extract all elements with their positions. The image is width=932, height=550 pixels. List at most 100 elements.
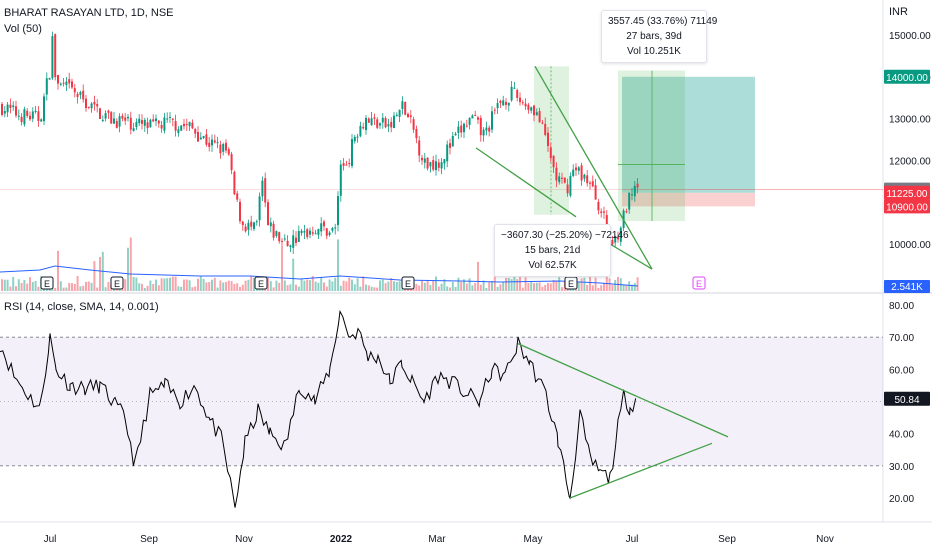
candle-body: [437, 162, 440, 168]
volume-bar: [552, 280, 555, 291]
volume-bar: [538, 282, 541, 291]
candle-body: [561, 177, 563, 179]
candle-body: [513, 87, 516, 89]
volume-bar: [370, 286, 373, 291]
candle-body: [113, 118, 115, 124]
volume-bar: [339, 285, 342, 291]
candle-body: [166, 118, 169, 120]
candle-body: [138, 118, 141, 124]
candle-body: [31, 111, 34, 119]
volume-bar: [331, 281, 334, 291]
volume-bar: [533, 283, 535, 291]
volume-bar: [233, 283, 236, 291]
candle-body: [348, 163, 351, 165]
candle-body: [379, 123, 381, 126]
candle-body: [614, 235, 617, 243]
candle-body: [552, 155, 555, 168]
rsi-value-tag-label: 50.84: [894, 395, 919, 406]
candle-body: [185, 123, 188, 125]
volume-bar: [591, 285, 594, 291]
volume-bar: [152, 284, 155, 291]
volume-bar: [199, 276, 202, 291]
candle-body: [160, 124, 163, 129]
volume-bar: [479, 284, 482, 291]
volume-bar: [79, 286, 82, 291]
volume-bar: [3, 279, 6, 291]
candle-body: [149, 119, 152, 128]
candle-body: [104, 113, 107, 119]
candle-body: [222, 144, 225, 152]
candle-body: [421, 157, 423, 161]
candle-body: [90, 103, 93, 109]
candle-body: [9, 104, 12, 108]
candle-body: [339, 164, 342, 196]
volume-bar: [166, 278, 169, 291]
candle-body: [541, 122, 544, 124]
volume-bar: [26, 283, 29, 291]
volume-bar: [334, 277, 337, 291]
candle-body: [54, 34, 57, 78]
volume-bar: [76, 276, 79, 291]
candle-body: [311, 232, 314, 234]
volume-tag-label: 2.541K: [891, 282, 923, 293]
candle-body: [191, 122, 194, 129]
volume-bar: [507, 277, 510, 291]
earnings-marker: [40, 276, 54, 290]
volume-bar: [283, 280, 286, 291]
candle-body: [155, 118, 157, 122]
candle-body: [544, 123, 547, 135]
candle-body: [314, 233, 317, 235]
candle-body: [267, 202, 269, 226]
volume-bar: [230, 281, 233, 291]
candle-body: [205, 134, 208, 145]
volume-bar: [527, 282, 530, 291]
candle-body: [502, 100, 505, 106]
candle-body: [174, 121, 177, 131]
candle-body: [440, 162, 443, 169]
volume-indicator-label: Vol (50): [4, 23, 42, 35]
volume-bar: [516, 279, 519, 291]
candle-body: [1, 103, 3, 115]
volume-bar: [59, 281, 62, 291]
volume-bar: [157, 285, 160, 291]
volume-bar: [398, 281, 401, 291]
candle-body: [99, 108, 101, 119]
volume-bar: [323, 282, 325, 291]
measure-up-change: 3557.45 (33.76%) 71149: [608, 16, 718, 27]
candle-body: [376, 119, 379, 128]
candle-body: [12, 105, 15, 108]
earnings-marker-label: E: [696, 279, 702, 289]
volume-bar: [87, 281, 90, 291]
candle-body: [183, 123, 185, 127]
candle-body: [317, 229, 320, 235]
candle-body: [566, 184, 569, 194]
candle-body: [342, 163, 345, 166]
candle-body: [451, 135, 454, 147]
price-tag-label: 11225.00: [887, 189, 928, 200]
volume-bar: [90, 282, 93, 291]
candle-body: [269, 222, 272, 227]
volume-bar: [488, 282, 491, 291]
volume-bar: [219, 280, 222, 291]
candle-body: [295, 237, 297, 243]
candle-body: [482, 129, 485, 136]
volume-bar: [272, 287, 275, 291]
volume-bar: [292, 258, 295, 291]
candle-body: [636, 183, 639, 188]
candle-body: [255, 221, 258, 223]
volume-bar: [62, 287, 65, 291]
volume-bar: [468, 278, 471, 291]
volume-bar: [423, 282, 426, 291]
earnings-marker-label: E: [258, 279, 264, 289]
candle-body: [272, 223, 275, 238]
price-tag: [884, 185, 930, 200]
volume-bar: [342, 280, 345, 291]
volume-bar: [213, 277, 216, 291]
price-tag: [884, 69, 930, 84]
candle-body: [43, 96, 45, 122]
candle-body: [345, 164, 348, 166]
candle-body: [496, 103, 499, 109]
rsi-upper-trendline: [517, 343, 729, 438]
candle-body: [563, 177, 566, 183]
